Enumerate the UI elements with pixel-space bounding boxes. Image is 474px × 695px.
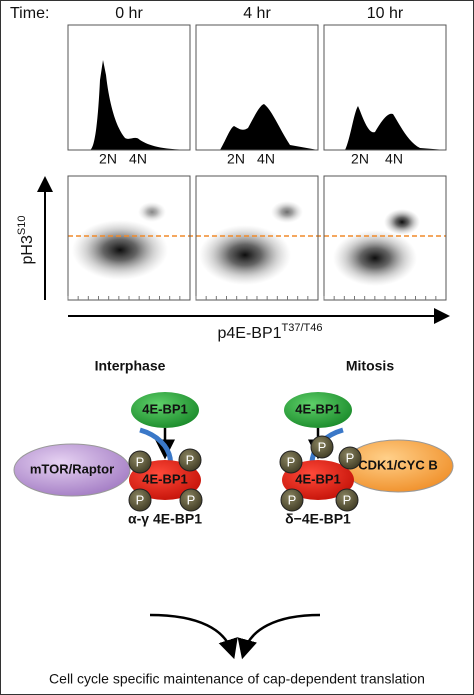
substrate-label: 4E-BP1 (295, 401, 341, 416)
product-name: α-γ 4E-BP1 (128, 511, 202, 527)
product-label: 4E-BP1 (142, 471, 188, 486)
phospho-node (280, 488, 304, 512)
phospho-node (178, 448, 202, 472)
arrow (149, 613, 238, 660)
scatter-cluster (72, 220, 168, 280)
histogram (324, 106, 446, 150)
phospho-label: P (186, 452, 195, 467)
time-header: 10 hr (367, 5, 404, 22)
phospho-node (310, 435, 334, 459)
product-name: δ−4E-BP1 (285, 511, 351, 527)
x-axis-title: p4E-BP1T37/T46 (217, 322, 322, 342)
phospho-node (279, 450, 303, 474)
kinase-node (13, 443, 131, 497)
substrate-node (284, 392, 352, 428)
x-axis-superscript: T37/T46 (282, 322, 323, 334)
phospho-node (338, 446, 362, 470)
scatter-cluster (271, 201, 303, 223)
product-label: 4E-BP1 (295, 471, 341, 486)
y-axis-label: pH3 (19, 235, 36, 264)
phospho-label: P (346, 450, 355, 465)
histogram-frame (67, 24, 191, 151)
phospho-label: P (343, 492, 352, 507)
scatter-cluster (333, 230, 417, 286)
ploidy-label: 4N (385, 151, 403, 167)
scatter-cluster (138, 202, 166, 222)
ploidy-label: 2N (351, 151, 369, 167)
scatter-cluster (384, 209, 420, 235)
product-node (282, 460, 354, 500)
ploidy-label: 4N (257, 151, 275, 167)
kinase-label: mTOR/Raptor (30, 461, 114, 476)
histogram-frame (323, 24, 447, 151)
phospho-node (335, 488, 359, 512)
phospho-node (128, 488, 152, 512)
time-header: 0 hr (115, 5, 143, 22)
ploidy-label: 2N (99, 151, 117, 167)
phospho-label: P (287, 454, 296, 469)
phase-title: Interphase (95, 358, 166, 374)
phospho-label: P (318, 439, 327, 454)
time-header: 4 hr (243, 5, 271, 22)
substrate-node (131, 392, 199, 428)
time-label: Time: (10, 5, 49, 22)
substrate-label: 4E-BP1 (142, 401, 188, 416)
phospho-label: P (136, 492, 145, 507)
phospho-node (179, 488, 203, 512)
histogram (196, 104, 318, 150)
phospho-label: P (136, 454, 145, 469)
conclusion: Cell cycle specific maintenance of cap-d… (49, 671, 425, 687)
x-axis-label: p4E-BP1 (217, 325, 281, 342)
phospho-node (128, 450, 152, 474)
kinase-label: CDK1/CYC B (358, 457, 437, 472)
arrow (237, 613, 321, 660)
histogram (68, 60, 190, 150)
phospho-label: P (288, 492, 297, 507)
phase-title: Mitosis (346, 358, 394, 374)
histogram-frame (195, 24, 319, 151)
scatter-cluster (199, 225, 291, 285)
y-axis-superscript: S10 (16, 216, 28, 236)
y-axis-title: pH3S10 (16, 216, 36, 265)
ploidy-label: 4N (129, 151, 147, 167)
phospho-label: P (187, 492, 196, 507)
ploidy-label: 2N (227, 151, 245, 167)
